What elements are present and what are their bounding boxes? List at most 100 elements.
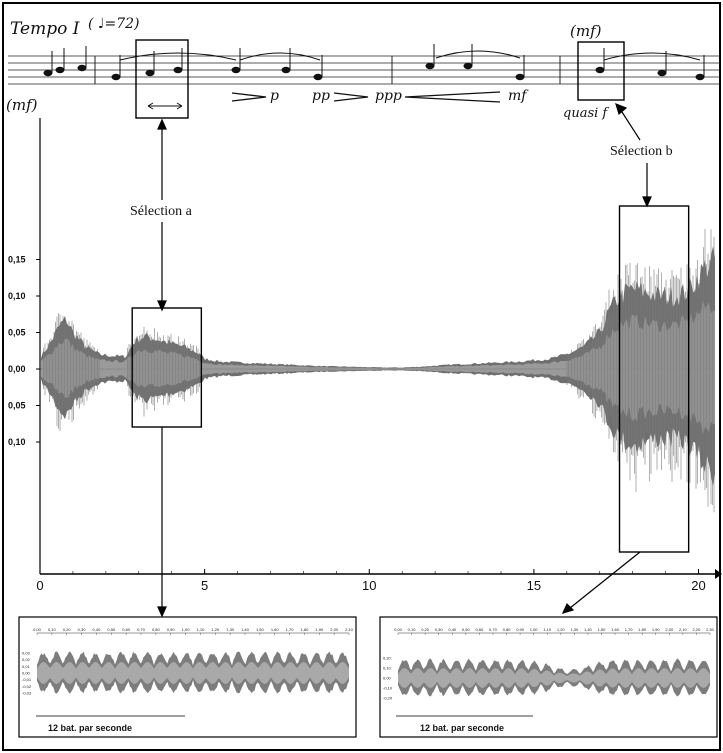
score-notes bbox=[43, 44, 705, 81]
selection-b-box bbox=[618, 205, 690, 553]
y-axis-ticks: 0,15 0,10 0,05 0,00 0,05 0,10 bbox=[8, 255, 40, 447]
note-head bbox=[111, 73, 121, 81]
decrescendo-hairpin bbox=[231, 92, 267, 102]
inset-x-tick-label: 0,50 bbox=[462, 627, 471, 632]
arrow-a-up-head bbox=[157, 118, 167, 130]
inset-x-tick-label: 2,00 bbox=[330, 627, 339, 632]
x-tick-label: 5 bbox=[201, 578, 208, 593]
inset-x-tick-label: 0,80 bbox=[152, 627, 161, 632]
dynamic-mf: mf bbox=[508, 88, 529, 104]
note-head bbox=[281, 66, 291, 74]
inset-y-tick-label: 0,10 bbox=[383, 666, 392, 671]
music-score: Tempo I ( ♩=72) (mf) p pp ppp mf (mf) qu… bbox=[6, 16, 720, 121]
inset-x-tick-label: 0,30 bbox=[435, 627, 444, 632]
inset-y-tick-label: -0,20 bbox=[383, 696, 393, 701]
x-axis-arrow bbox=[715, 569, 722, 579]
inset-x-tick-label: 0,70 bbox=[489, 627, 498, 632]
inset-a-x-ticks: 0,00 0,10 0,20 0,30 0,40 0,50 0,60 0,70 0,80 0,90… bbox=[33, 627, 354, 635]
arrow-b-down-head bbox=[642, 196, 652, 208]
inset-y-tick-label: 0,00 bbox=[383, 676, 392, 681]
inset-x-tick-label: 0,60 bbox=[122, 627, 131, 632]
inset-a-y-ticks: 0,030,02 0,01 0,00-0,01 -0,02 -0,03 bbox=[22, 651, 32, 696]
inset-x-tick-label: 0,40 bbox=[448, 627, 457, 632]
y-tick-label: 0,10 bbox=[8, 437, 26, 447]
dynamic-mf-bracket: (mf) bbox=[570, 22, 602, 40]
note-head bbox=[595, 66, 605, 74]
note-head bbox=[145, 69, 155, 77]
note-head bbox=[77, 64, 87, 72]
inset-x-tick-label: 1,90 bbox=[315, 627, 324, 632]
note-head bbox=[173, 66, 183, 74]
inset-y-tick-label: 0,02 bbox=[22, 657, 31, 662]
crescendo-hairpin bbox=[404, 91, 501, 103]
slur bbox=[603, 52, 701, 61]
score-selection-b-box bbox=[577, 41, 625, 101]
inset-x-tick-label: 1,00 bbox=[530, 627, 539, 632]
inset-x-tick-label: 0,70 bbox=[137, 627, 146, 632]
decrescendo-hairpin-2 bbox=[333, 92, 369, 102]
note-head bbox=[55, 66, 65, 74]
dynamic-quasi-f: quasi f bbox=[563, 106, 609, 121]
dynamic-p: p bbox=[270, 88, 279, 104]
inset-y-tick-label: 0,03 bbox=[22, 651, 31, 656]
inset-x-tick-label: 0,10 bbox=[48, 627, 57, 632]
inset-a-waveform bbox=[37, 651, 349, 694]
inset-x-tick-label: 1,40 bbox=[584, 627, 593, 632]
note-head bbox=[313, 73, 323, 81]
inset-x-tick-label: 1,70 bbox=[625, 627, 634, 632]
inset-x-tick-label: 0,60 bbox=[475, 627, 484, 632]
y-tick-label: 0,15 bbox=[8, 255, 26, 265]
inset-b-y-ticks: 0,20 0,10 0,00 -0,10 -0,20 bbox=[383, 656, 393, 701]
inset-y-tick-label: 0,20 bbox=[383, 656, 392, 661]
selection-b-label: Sélection b bbox=[610, 144, 673, 159]
tempo-mark: ( ♩=72) bbox=[88, 16, 140, 32]
inset-x-tick-label: 2,20 bbox=[693, 627, 702, 632]
y-tick-label: 0,05 bbox=[8, 401, 26, 411]
arrow-b-zoom-head bbox=[561, 602, 575, 614]
x-tick-label: 0 bbox=[36, 578, 43, 593]
inset-x-tick-label: 1,50 bbox=[256, 627, 265, 632]
x-tick-label: 10 bbox=[362, 578, 376, 593]
inset-x-tick-label: 2,10 bbox=[345, 627, 354, 632]
inset-x-tick-label: 1,50 bbox=[598, 627, 607, 632]
note-head bbox=[515, 73, 525, 81]
inset-x-tick-label: 0,40 bbox=[93, 627, 102, 632]
inset-x-tick-label: 1,20 bbox=[211, 627, 220, 632]
inset-b-caption: 12 bat. par seconde bbox=[420, 723, 504, 733]
inset-y-tick-label: -0,03 bbox=[22, 691, 32, 696]
slur bbox=[435, 50, 521, 59]
inset-b-x-ticks: 0,00 0,10 0,20 0,30 0,40 0,50 0,60 0,70 0,80 0,90… bbox=[394, 627, 715, 635]
dynamic-ppp: ppp bbox=[375, 88, 402, 104]
inset-x-tick-label: 2,30 bbox=[706, 627, 715, 632]
inset-y-tick-label: 0,01 bbox=[22, 664, 31, 669]
y-tick-label: 0,10 bbox=[8, 291, 26, 301]
inset-a-caption: 12 bat. par seconde bbox=[48, 723, 132, 733]
inset-x-tick-label: 0,00 bbox=[394, 627, 403, 632]
selection-a-label: Sélection a bbox=[130, 204, 193, 219]
inset-x-tick-label: 0,00 bbox=[33, 627, 42, 632]
inset-x-tick-label: 0,20 bbox=[63, 627, 72, 632]
zoom-inset-b: 0,00 0,10 0,20 0,30 0,40 0,50 0,60 0,70 0,80 0,90… bbox=[379, 616, 718, 738]
inset-y-tick-label: -0,02 bbox=[22, 684, 32, 689]
inset-x-tick-label: 1,90 bbox=[652, 627, 661, 632]
x-tick-label: 20 bbox=[691, 578, 705, 593]
inset-x-tick-label: 1,60 bbox=[611, 627, 620, 632]
arrow-marks bbox=[147, 102, 183, 110]
tempo-label: Tempo I bbox=[10, 19, 80, 39]
note-head bbox=[463, 62, 473, 70]
inset-x-tick-label: 0,90 bbox=[167, 627, 176, 632]
arrow-b-up bbox=[621, 111, 641, 141]
inset-y-tick-label: 0,00 bbox=[22, 671, 31, 676]
note-head bbox=[43, 69, 53, 77]
inset-x-tick-label: 1,80 bbox=[638, 627, 647, 632]
inset-y-tick-label: -0,10 bbox=[383, 686, 393, 691]
inset-b-waveform bbox=[398, 658, 710, 697]
dynamic-mf-open: (mf) bbox=[6, 96, 38, 114]
inset-core bbox=[398, 668, 710, 688]
inset-x-tick-label: 2,00 bbox=[665, 627, 674, 632]
inset-x-tick-label: 0,10 bbox=[408, 627, 417, 632]
dynamic-pp: pp bbox=[312, 88, 330, 104]
arrow-b-up-head bbox=[615, 102, 628, 116]
